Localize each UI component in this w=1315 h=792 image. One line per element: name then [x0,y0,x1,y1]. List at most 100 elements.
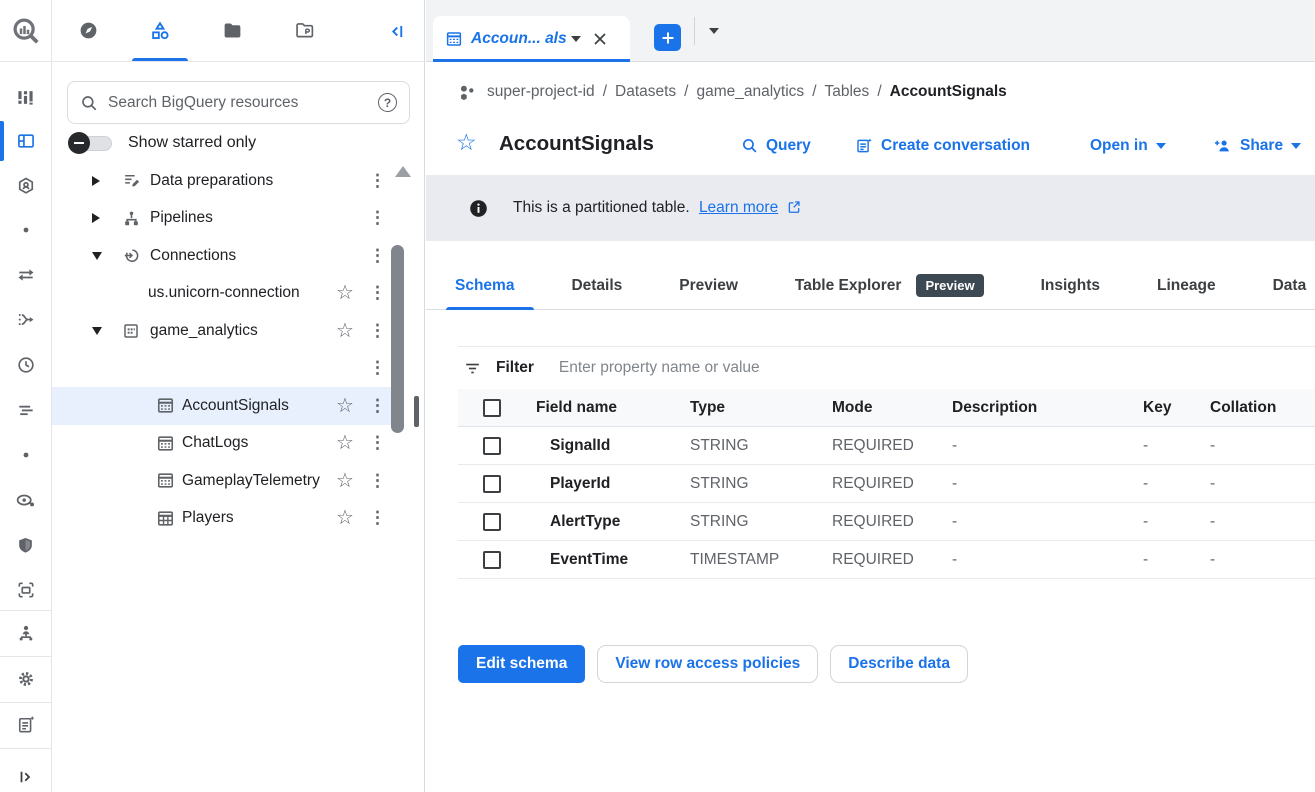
open-in-button[interactable]: Open in [1090,117,1166,174]
star-icon[interactable]: ☆ [336,319,354,342]
editor-tab-bar: Accoun... als [426,0,1315,62]
col-header-key: Key [1143,398,1172,416]
tab-preview[interactable]: Preview [679,276,738,294]
breadcrumb-dataset[interactable]: game_analytics [696,83,805,100]
tab-list-dropdown-icon[interactable] [709,28,719,34]
row-checkbox[interactable] [483,474,501,493]
tree-item-gameplaytelemetry[interactable]: GameplayTelemetry ☆ ⋮ [52,462,425,500]
sidebar-scrollbar[interactable] [391,245,404,433]
expand-panel-icon[interactable] [0,755,51,792]
tree-item-label: us.unicorn-connection [148,284,300,302]
kebab-menu-icon[interactable]: ⋮ [369,208,386,228]
chevron-right-icon[interactable] [92,213,100,224]
collapse-sidebar-icon[interactable] [376,0,416,62]
tab-lineage[interactable]: Lineage [1157,276,1216,294]
tab-compass-explorer[interactable] [52,0,124,61]
breadcrumb-datasets[interactable]: Datasets [615,83,677,100]
kebab-menu-icon[interactable]: ⋮ [369,395,386,415]
star-table-icon[interactable]: ☆ [456,129,477,155]
edit-schema-button[interactable]: Edit schema [458,645,586,683]
tree-item-game-analytics[interactable]: game_analytics ☆ ⋮ [52,312,425,350]
governance-shield-icon[interactable] [0,523,51,567]
tree-item-chatlogs[interactable]: ChatLogs ☆ ⋮ [52,425,425,463]
kebab-menu-icon[interactable]: ⋮ [369,358,386,378]
monitoring-icon[interactable] [0,478,51,522]
outer-scrollbar[interactable] [414,396,419,427]
history-clock-icon[interactable] [0,343,51,387]
bigquery-logo-icon[interactable] [0,0,52,62]
search-help-icon[interactable]: ? [378,93,397,112]
view-row-access-policies-button[interactable]: View row access policies [597,645,819,683]
chevron-down-icon[interactable] [92,326,102,335]
workspace-panel-icon[interactable] [0,119,51,163]
kebab-menu-icon[interactable]: ⋮ [369,470,386,490]
tab-explorer-resources[interactable] [124,0,196,61]
create-conversation-button[interactable]: Create conversation [855,117,1030,174]
row-checkbox[interactable] [483,436,501,455]
tree-item-accountsignals[interactable]: AccountSignals ☆ ⋮ [52,387,425,425]
describe-data-button[interactable]: Describe data [830,645,968,683]
share-button[interactable]: Share [1212,117,1302,174]
tree-item-connections[interactable]: Connections ⋮ [52,237,425,275]
scroll-up-arrow[interactable] [395,166,411,177]
tab-insights[interactable]: Insights [1040,276,1101,294]
breadcrumb-project[interactable]: super-project-id [487,83,595,100]
row-checkbox[interactable] [483,512,501,531]
chevron-down-icon[interactable] [92,251,102,260]
new-tab-button[interactable] [654,24,681,51]
starred-only-toggle[interactable] [68,131,120,155]
tab-caret-icon[interactable] [570,36,581,42]
star-icon[interactable]: ☆ [336,282,354,305]
plus-icon [662,32,673,43]
query-button[interactable]: Query [741,117,811,174]
search-input[interactable] [108,93,378,112]
col-header-mode: Mode [832,398,873,416]
star-icon[interactable]: ☆ [336,432,354,455]
main-content: Accoun... als super-project-id / Dataset… [426,0,1315,792]
tree-item-pipelines[interactable]: Pipelines ⋮ [52,200,425,238]
tab-details[interactable]: Details [571,276,623,294]
tab-schema[interactable]: Schema [445,262,536,310]
tab-project-folder[interactable] [268,0,340,61]
partner-hierarchy-icon[interactable] [0,611,51,655]
schema-table: Field name Type Mode Description Key Col… [458,389,1315,579]
kebab-menu-icon[interactable]: ⋮ [369,283,386,303]
breadcrumb-tables[interactable]: Tables [824,83,870,100]
settings-gear-icon[interactable] [0,657,51,701]
learn-more-link[interactable]: Learn more [698,199,779,216]
capacity-management-icon[interactable] [0,388,51,432]
chevron-right-icon[interactable] [92,175,100,186]
close-tab-icon[interactable] [593,32,607,46]
kebab-menu-icon[interactable]: ⋮ [369,508,386,528]
table-row: AlertType STRING REQUIRED - - - [458,503,1315,541]
filter-label[interactable]: Filter [496,359,534,376]
search-icon [82,95,97,110]
info-icon [468,198,489,219]
tree-item-us-unicorn-connection[interactable]: us.unicorn-connection ☆ ⋮ [52,275,425,313]
scheduled-queries-icon[interactable] [0,298,51,342]
tree-item-data-preparations[interactable]: Data preparations ⋮ [52,162,425,200]
filter-input[interactable] [558,359,1315,377]
select-all-checkbox[interactable] [483,398,501,417]
star-icon[interactable]: ☆ [336,394,354,417]
kebab-menu-icon[interactable]: ⋮ [369,320,386,340]
resource-tree: Data preparations ⋮ Pipelines ⋮ [52,162,425,537]
kebab-menu-icon[interactable]: ⋮ [369,245,386,265]
welcome-icon[interactable] [0,75,51,119]
tab-data[interactable]: Data [1272,276,1307,294]
release-notes-icon[interactable] [0,703,51,747]
data-transfers-icon[interactable] [0,253,51,297]
kebab-menu-icon[interactable]: ⋮ [369,433,386,453]
partitioned-table-icon [446,32,462,46]
tree-item-players[interactable]: Players ☆ ⋮ [52,500,425,538]
frame-scan-icon[interactable] [0,568,51,612]
open-tab-accountsignals[interactable]: Accoun... als [433,16,630,62]
row-checkbox[interactable] [483,550,501,569]
star-icon[interactable]: ☆ [336,507,354,530]
kebab-menu-icon[interactable]: ⋮ [369,170,386,190]
tab-folder-view[interactable] [196,0,268,61]
tab-title: Accoun... als [471,30,567,47]
star-icon[interactable]: ☆ [336,469,354,492]
governance-hexagon-icon[interactable] [0,164,51,208]
tab-table-explorer[interactable]: Table Explorer Preview [795,262,984,310]
